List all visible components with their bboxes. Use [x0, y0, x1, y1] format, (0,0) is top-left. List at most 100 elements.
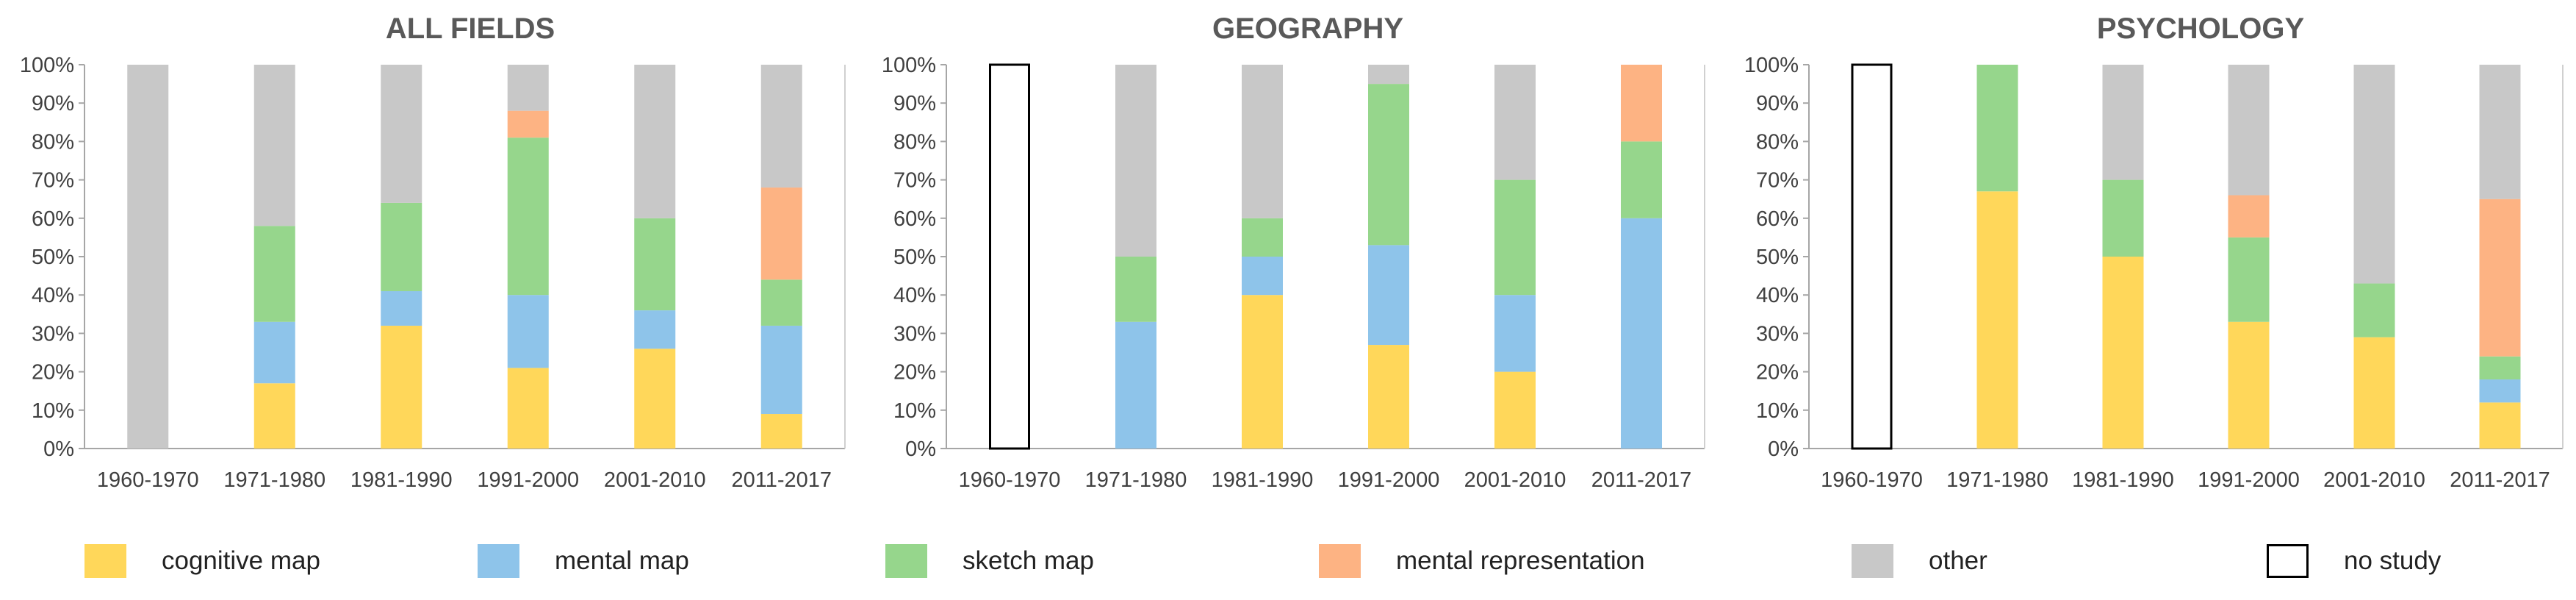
- bar-segment-2001-2010-mental: [1494, 295, 1536, 372]
- bar-segment-1971-1980-sketch: [253, 226, 295, 322]
- bar-segment-2011-2017-mental: [760, 325, 802, 415]
- chart-panel-geography: GEOGRAPHY 0% 10% 20% 30% 40% 50% 60% 70% 80% 90% 10…: [882, 12, 1705, 492]
- chart-panel-psychology: PSYCHOLOGY 0% 10% 20% 30% 40% 50% 60% 70% 80% 90% 1…: [1744, 12, 2564, 492]
- bar-segment-1991-2000-cognitive: [1368, 345, 1409, 449]
- y-tick-label: 60%: [32, 207, 74, 231]
- legend-label-nostudy: no study: [2344, 546, 2442, 575]
- bar-segment-1991-2000-mental: [1368, 245, 1409, 346]
- legend-swatch-representation: [1319, 544, 1361, 578]
- y-tick-label: 0%: [905, 438, 936, 461]
- bar-segment-1971-1980-other: [1115, 65, 1156, 257]
- chart-title-all-fields: ALL FIELDS: [386, 12, 555, 45]
- x-tick-label: 2011-2017: [2450, 468, 2550, 492]
- y-tick-label: 70%: [32, 169, 74, 193]
- bar-segment-1991-2000-other: [507, 65, 549, 111]
- bar-segment-1981-1990-sketch: [381, 202, 422, 291]
- bar-segment-1981-1990-sketch: [2102, 179, 2144, 257]
- x-tick-label: 1971-1980: [1946, 468, 2048, 492]
- x-tick-label: 2001-2010: [1464, 468, 1566, 492]
- bar-segment-1960-1970-nostudy: [989, 63, 1030, 450]
- bar-segment-1971-1980-mental: [1115, 321, 1156, 449]
- chart-title-psychology: PSYCHOLOGY: [2097, 12, 2305, 45]
- y-tick-label: 20%: [1756, 361, 1799, 385]
- y-tick-label: 60%: [893, 207, 936, 231]
- legend-label-mental: mental map: [555, 546, 689, 575]
- y-tick-label: 100%: [20, 54, 74, 77]
- bar-segment-2011-2017-other: [2479, 65, 2521, 199]
- y-tick-label: 100%: [882, 54, 936, 77]
- x-tick-label: 1991-2000: [1338, 468, 1440, 492]
- y-tick-label: 80%: [32, 130, 74, 154]
- bar-segment-1981-1990-other: [1242, 65, 1283, 218]
- y-tick-label: 30%: [32, 322, 74, 346]
- bar-segment-1971-1980-other: [253, 65, 295, 226]
- legend-item-cognitive: cognitive map: [84, 544, 320, 578]
- bar-segment-1991-2000-cognitive: [2228, 321, 2270, 449]
- legend-swatch-nostudy: [2267, 544, 2309, 578]
- x-tick-label: 2011-2017: [731, 468, 832, 492]
- y-tick-label: 20%: [893, 361, 936, 385]
- bar-segment-2011-2017-other: [760, 65, 802, 188]
- y-tick-label: 50%: [893, 246, 936, 269]
- bar-segment-1971-1980-sketch: [1976, 65, 2018, 192]
- bar-segment-2001-2010-cognitive: [1494, 371, 1536, 449]
- legend-label-representation: mental representation: [1396, 546, 1645, 575]
- legend-swatch-other: [1852, 544, 1893, 578]
- bar-segment-2001-2010-cognitive: [634, 349, 676, 449]
- y-tick-label: 30%: [893, 322, 936, 346]
- bar-segment-1991-2000-mental: [507, 295, 549, 368]
- x-tick-label: 1981-1990: [1212, 468, 1314, 492]
- y-tick-label: 80%: [1756, 130, 1799, 154]
- bar-segment-1981-1990-cognitive: [1242, 295, 1283, 449]
- bar-segment-2011-2017-sketch: [2479, 356, 2521, 380]
- legend-item-sketch: sketch map: [885, 544, 1094, 578]
- bar-segment-1991-2000-cognitive: [507, 368, 549, 449]
- bar-segment-2001-2010-sketch: [1494, 179, 1536, 296]
- y-tick-label: 70%: [893, 169, 936, 193]
- bar-segment-1981-1990-other: [381, 65, 422, 203]
- bar-segment-2001-2010-other: [2353, 65, 2395, 284]
- bar-segment-2011-2017-mental: [2479, 379, 2521, 403]
- x-tick-label: 1971-1980: [1085, 468, 1187, 492]
- y-tick-label: 50%: [1756, 246, 1799, 269]
- x-tick-label: 2001-2010: [604, 468, 706, 492]
- bar-segment-2001-2010-other: [1494, 65, 1536, 180]
- bar-segment-1971-1980-cognitive: [1976, 191, 2018, 449]
- bar-segment-1991-2000-other: [1368, 65, 1409, 85]
- y-tick-label: 0%: [1768, 438, 1799, 461]
- bar-segment-2001-2010-other: [634, 65, 676, 218]
- x-tick-label: 1960-1970: [959, 468, 1061, 492]
- y-tick-label: 10%: [32, 399, 74, 423]
- chart-panel-all-fields: ALL FIELDS 0% 10% 20% 30% 40% 50% 60% 70% 80% 90% 1…: [20, 12, 846, 492]
- legend-swatch-mental: [478, 544, 519, 578]
- bar-segment-2001-2010-cognitive: [2353, 337, 2395, 449]
- legend-label-sketch: sketch map: [963, 546, 1094, 575]
- bar-segment-1971-1980-mental: [253, 321, 295, 384]
- bar-segment-2011-2017-cognitive: [760, 414, 802, 449]
- x-tick-label: 1981-1990: [2072, 468, 2174, 492]
- bar-segment-2011-2017-representation: [760, 188, 802, 280]
- chart-title-geography: GEOGRAPHY: [1212, 12, 1403, 45]
- x-tick-label: 1960-1970: [97, 468, 199, 492]
- y-tick-label: 30%: [1756, 322, 1799, 346]
- legend-item-other: other: [1852, 544, 1987, 578]
- y-tick-label: 40%: [1756, 284, 1799, 307]
- y-tick-label: 40%: [893, 284, 936, 307]
- bar-segment-2011-2017-sketch: [1621, 141, 1662, 218]
- bar-segment-1991-2000-representation: [507, 110, 549, 138]
- bar-segment-1981-1990-mental: [381, 290, 422, 326]
- y-tick-label: 90%: [32, 92, 74, 115]
- y-tick-label: 70%: [1756, 169, 1799, 193]
- chart-legend: cognitive map mental map sketch map mental …: [84, 544, 2442, 578]
- x-tick-label: 2001-2010: [2323, 468, 2425, 492]
- bar-segment-2001-2010-sketch: [2353, 283, 2395, 338]
- y-tick-label: 40%: [32, 284, 74, 307]
- bar-segment-1971-1980-sketch: [1115, 257, 1156, 322]
- bar-segment-1981-1990-sketch: [1242, 218, 1283, 257]
- bar-segment-1960-1970-other: [127, 65, 169, 449]
- bar-segment-1971-1980-cognitive: [253, 383, 295, 449]
- bar-segment-2011-2017-mental: [1621, 218, 1662, 449]
- y-tick-label: 10%: [1756, 399, 1799, 423]
- y-tick-label: 90%: [893, 92, 936, 115]
